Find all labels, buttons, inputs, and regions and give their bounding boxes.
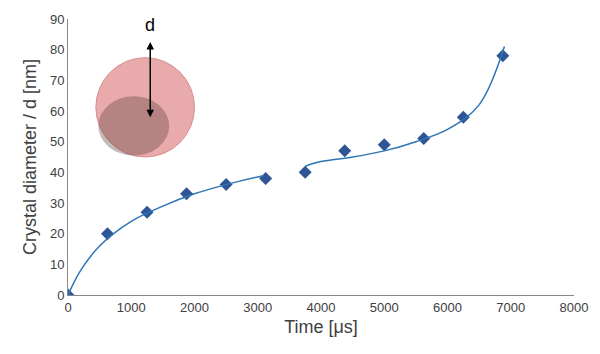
svg-text:3000: 3000: [243, 300, 272, 315]
svg-text:80: 80: [50, 42, 64, 57]
svg-text:7000: 7000: [496, 300, 525, 315]
svg-text:6000: 6000: [433, 300, 462, 315]
svg-text:5000: 5000: [370, 300, 399, 315]
svg-text:Crystal diameter / d [nm]: Crystal diameter / d [nm]: [20, 59, 40, 255]
svg-text:1000: 1000: [117, 300, 146, 315]
svg-text:30: 30: [50, 196, 64, 211]
svg-text:8000: 8000: [560, 300, 589, 315]
svg-text:70: 70: [50, 73, 64, 88]
svg-text:40: 40: [50, 165, 64, 180]
svg-text:Time [μs]: Time [μs]: [284, 317, 358, 337]
svg-text:2000: 2000: [180, 300, 209, 315]
svg-text:90: 90: [50, 12, 64, 27]
svg-text:20: 20: [50, 226, 64, 241]
svg-text:10: 10: [50, 257, 64, 272]
svg-text:60: 60: [50, 104, 64, 119]
svg-text:d: d: [145, 15, 155, 35]
svg-text:50: 50: [50, 134, 64, 149]
svg-text:0: 0: [64, 300, 71, 315]
svg-text:0: 0: [57, 288, 64, 303]
svg-text:4000: 4000: [307, 300, 336, 315]
